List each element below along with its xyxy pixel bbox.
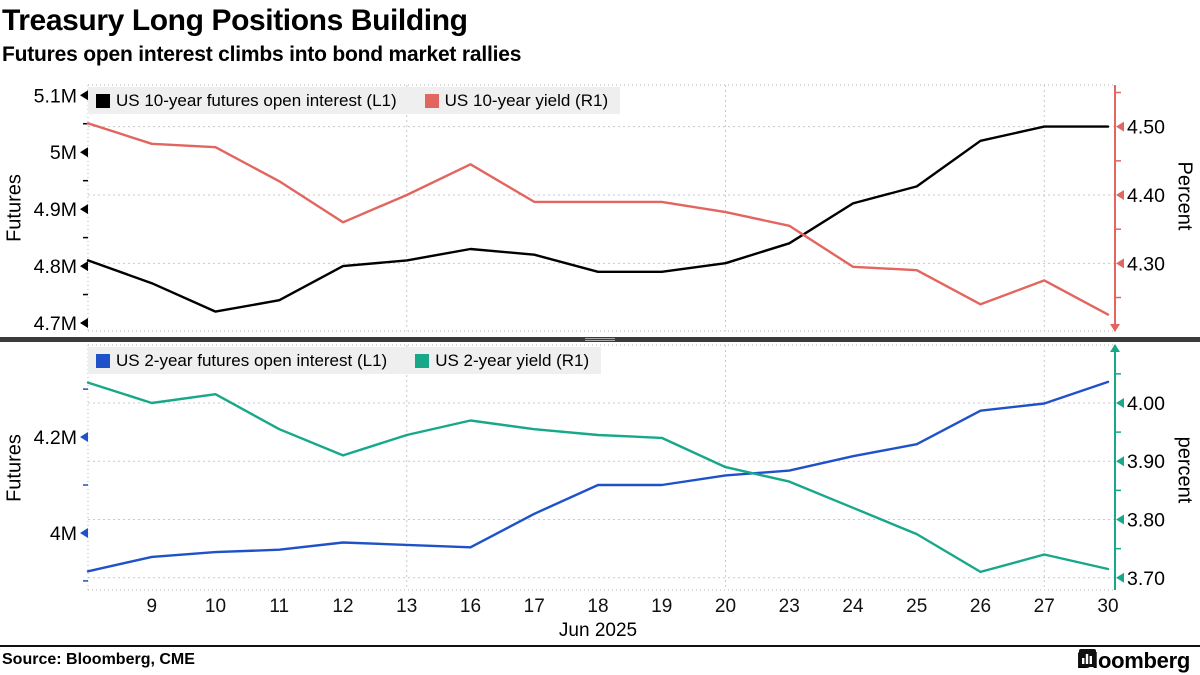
bloomberg-terminal-icon [1078, 649, 1096, 667]
bloomberg-logo: Bloomberg [1077, 648, 1191, 674]
left-axis-tick-label: 4.9M [34, 199, 77, 221]
right-axis-tick-label: 4.50 [1127, 117, 1165, 139]
bottom-right-axis-title: percent [1173, 436, 1196, 504]
x-tick-label: 11 [269, 596, 289, 617]
x-tick-label: 23 [779, 596, 800, 617]
right-axis-tick-label: 4.40 [1127, 185, 1165, 207]
left-tick-arrow [80, 527, 88, 538]
left-axis-tick-label: 5.1M [34, 85, 77, 107]
right-tick-arrow [1116, 572, 1124, 583]
legend-bottom-panel: US 2-year futures open interest (L1) US … [88, 347, 602, 374]
right-tick-arrow [1116, 258, 1124, 269]
x-tick-label: 9 [146, 596, 157, 617]
legend-label-2y-futures-oi: US 2-year futures open interest (L1) [116, 351, 388, 370]
right-axis-tick-label: 4.30 [1127, 253, 1165, 275]
right-tick-arrow [1116, 514, 1124, 525]
legend-label-10y-yield: US 10-year yield (R1) [444, 91, 609, 110]
top-left-axis-title: Futures [3, 174, 26, 242]
legend-top-panel: US 10-year futures open interest (L1) US… [88, 87, 621, 114]
top-right-axis-title: Percent [1173, 161, 1196, 231]
legend-swatch-10y-yield [424, 93, 439, 108]
legend-label-10y-futures-oi: US 10-year futures open interest (L1) [116, 91, 397, 110]
right-tick-arrow [1116, 121, 1124, 132]
right-axis-end-arrow [1110, 344, 1120, 352]
legend-item-10y-yield[interactable]: US 10-year yield (R1) [424, 91, 609, 110]
x-tick-label: 30 [1097, 596, 1118, 617]
legend-swatch-2y-futures-oi [96, 353, 110, 368]
right-axis-tick-label: 3.70 [1127, 568, 1165, 590]
left-tick-arrow [80, 318, 88, 329]
left-tick-arrow [80, 147, 88, 158]
series-line [86, 125, 1110, 313]
panel-divider[interactable] [0, 337, 1200, 342]
footer-divider [0, 645, 1200, 647]
series-line [86, 122, 1110, 316]
left-tick-arrow [80, 261, 88, 272]
right-axis-tick-label: 4.00 [1127, 393, 1165, 415]
left-axis-tick-label: 4.8M [34, 256, 77, 278]
chart-title: Treasury Long Positions Building [2, 4, 468, 37]
left-axis-tick-label: 4M [50, 523, 77, 545]
x-tick-label: 25 [906, 596, 927, 617]
right-axis-tick-label: 3.80 [1127, 510, 1165, 532]
right-tick-arrow [1116, 190, 1124, 201]
legend-swatch-2y-yield [415, 353, 430, 368]
series-line [86, 380, 1110, 573]
source-text: Source: Bloomberg, CME [2, 651, 195, 668]
x-tick-label: 26 [970, 596, 991, 617]
x-tick-label: 27 [1034, 596, 1055, 617]
chart-subtitle: Futures open interest climbs into bond m… [2, 43, 522, 66]
x-axis-month-label: Jun 2025 [558, 620, 638, 641]
legend-item-2y-futures-oi[interactable]: US 2-year futures open interest (L1) [96, 352, 387, 369]
right-tick-arrow [1116, 456, 1124, 467]
right-tick-arrow [1116, 397, 1124, 408]
x-tick-label: 19 [651, 596, 672, 617]
x-tick-label: 12 [332, 596, 353, 617]
x-tick-label: 20 [715, 596, 736, 617]
legend-label-2y-yield: US 2-year yield (R1) [435, 351, 590, 370]
bottom-left-axis-title: Futures [3, 434, 26, 502]
divider-grip-icon [585, 338, 615, 341]
left-axis-tick-label: 4.2M [34, 427, 77, 449]
left-tick-arrow [80, 90, 88, 101]
legend-item-10y-futures-oi[interactable]: US 10-year futures open interest (L1) [96, 92, 397, 109]
x-tick-label: 18 [587, 596, 608, 617]
left-axis-tick-label: 5M [50, 142, 77, 164]
left-tick-arrow [80, 204, 88, 215]
left-axis-tick-label: 4.7M [34, 313, 77, 335]
legend-swatch-10y-futures-oi [96, 93, 110, 108]
x-tick-label: 16 [460, 596, 481, 617]
x-tick-label: 10 [205, 596, 226, 617]
legend-item-2y-yield[interactable]: US 2-year yield (R1) [415, 352, 589, 369]
series-line [86, 381, 1110, 574]
left-tick-arrow [80, 432, 88, 443]
right-axis-end-arrow [1110, 324, 1120, 332]
right-axis-tick-label: 3.90 [1127, 451, 1165, 473]
x-tick-label: 13 [396, 596, 417, 617]
x-tick-label: 24 [842, 596, 864, 617]
x-tick-label: 17 [524, 596, 545, 617]
